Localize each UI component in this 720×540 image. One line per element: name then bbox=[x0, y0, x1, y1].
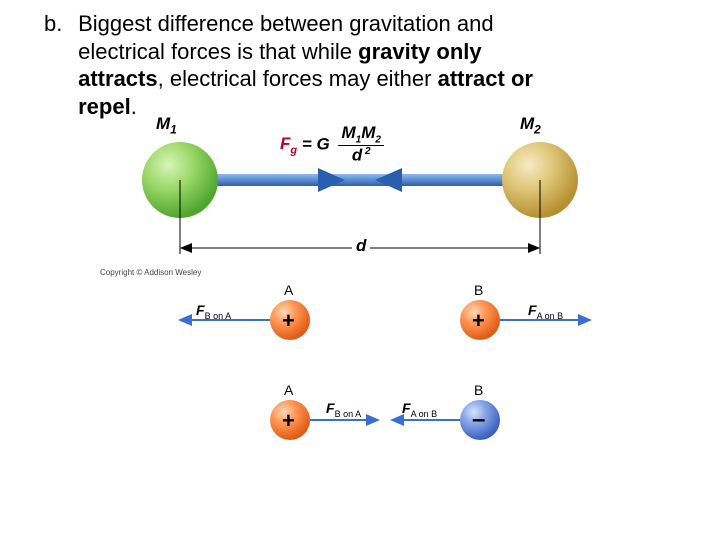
gravitation-diagram: M1 M2 Fg = G M1M2 d 2 d Copyright © Addi… bbox=[100, 120, 620, 280]
arrow-left-icon bbox=[375, 168, 402, 192]
arrowhead-icon bbox=[178, 314, 192, 326]
m1-label: M1 bbox=[156, 114, 177, 136]
label-a2: A bbox=[284, 382, 293, 398]
arrowhead-icon bbox=[366, 414, 380, 426]
gravity-formula: Fg = G M1M2 d 2 bbox=[280, 124, 384, 166]
t2: electrical forces is that while bbox=[78, 39, 358, 64]
t3b: attracts bbox=[78, 66, 157, 91]
arrow-right-icon bbox=[318, 168, 345, 192]
plus-a2: + bbox=[282, 408, 295, 434]
label-b1: B bbox=[474, 282, 483, 298]
paragraph-body: Biggest difference between gravitation a… bbox=[78, 10, 638, 120]
fab-label-1: FA on B bbox=[528, 302, 563, 321]
arrowhead-icon bbox=[578, 314, 592, 326]
t1: Biggest difference between gravitation a… bbox=[78, 11, 493, 36]
electric-forces-diagram: A B + + FB on A FA on B A B + – FB on A … bbox=[100, 280, 620, 490]
minus-b2: – bbox=[472, 406, 485, 434]
copyright-text: Copyright © Addison Wesley bbox=[100, 268, 201, 277]
t3c: attract or bbox=[438, 66, 533, 91]
fba-label-1: FB on A bbox=[196, 302, 231, 321]
d-label: d bbox=[352, 236, 370, 256]
plus-a1: + bbox=[282, 308, 295, 334]
force-bar bbox=[210, 174, 510, 186]
list-marker: b. bbox=[44, 10, 72, 38]
fba-label-2: FB on A bbox=[326, 400, 361, 419]
t4: . bbox=[131, 94, 137, 119]
fab-label-2: FA on B bbox=[402, 400, 437, 419]
t4b: repel bbox=[78, 94, 131, 119]
m2-label: M2 bbox=[520, 114, 541, 136]
plus-b1: + bbox=[472, 308, 485, 334]
d-arrow-left-icon bbox=[180, 243, 192, 253]
label-b2: B bbox=[474, 382, 483, 398]
d-arrow-right-icon bbox=[528, 243, 540, 253]
t2b: gravity only bbox=[358, 39, 481, 64]
label-a1: A bbox=[284, 282, 293, 298]
t3: , electrical forces may either bbox=[158, 66, 438, 91]
